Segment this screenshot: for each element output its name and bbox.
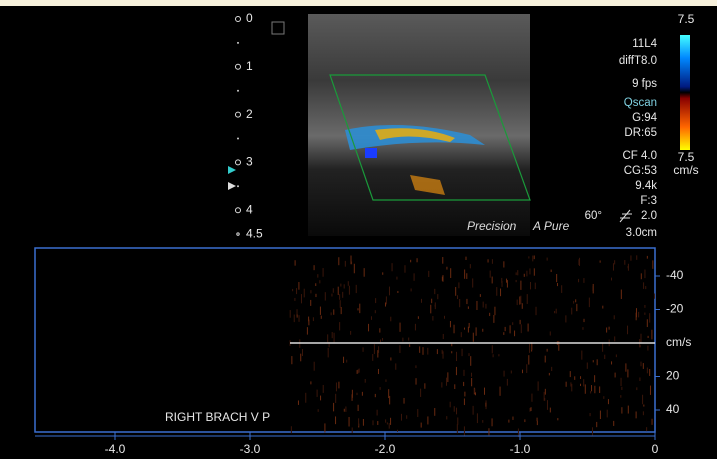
depth-minor	[237, 42, 239, 44]
time-label: -4.0	[105, 442, 126, 456]
setting: 60°	[585, 210, 602, 222]
logo: Precision	[467, 219, 517, 233]
depth-label: 1	[246, 59, 253, 73]
setting: diffT8.0	[619, 55, 657, 67]
color-bar-bottom: 7.5	[678, 150, 695, 164]
depth-label: 3	[246, 155, 253, 169]
velocity-label: 20	[666, 369, 680, 383]
setting: 3.0cm	[626, 227, 657, 239]
time-label: -1.0	[510, 442, 531, 456]
logo: A Pure	[532, 219, 570, 233]
setting: 11L4	[632, 38, 657, 50]
color-bar-top: 7.5	[678, 12, 695, 26]
depth-label: 0	[246, 11, 253, 25]
velocity-label: 40	[666, 402, 680, 416]
velocity-label: -20	[666, 302, 684, 316]
time-label: -3.0	[240, 442, 261, 456]
setting: 9.4k	[635, 180, 657, 192]
setting: 2.0	[641, 210, 657, 222]
setting: DR:65	[624, 127, 657, 139]
ultrasound-screen: 7.5 7.5 cm/s 11L4 diffT8.0 9 fps Qscan G…	[0, 0, 717, 459]
b-mode-image	[308, 14, 530, 236]
setting: Qscan	[624, 97, 657, 109]
color-flow	[365, 148, 377, 158]
color-bar-unit: cm/s	[673, 163, 698, 177]
setting: F:3	[640, 195, 657, 207]
setting: CG:53	[624, 165, 657, 177]
depth-minor	[237, 138, 239, 140]
doppler-label: RIGHT BRACH V P	[165, 410, 270, 424]
velocity-unit: cm/s	[666, 335, 691, 349]
setting: CF 4.0	[622, 150, 657, 162]
setting: 9 fps	[632, 78, 657, 90]
time-label: 0	[652, 442, 659, 456]
depth-minor	[237, 90, 239, 92]
depth-label: 4	[246, 202, 253, 216]
depth-minor	[237, 185, 239, 187]
depth-label: 2	[246, 107, 253, 121]
setting: G:94	[632, 112, 658, 124]
velocity-label: -40	[666, 268, 684, 282]
color-bar	[680, 35, 690, 150]
depth-label: 4.5	[246, 226, 263, 240]
time-label: -2.0	[375, 442, 396, 456]
